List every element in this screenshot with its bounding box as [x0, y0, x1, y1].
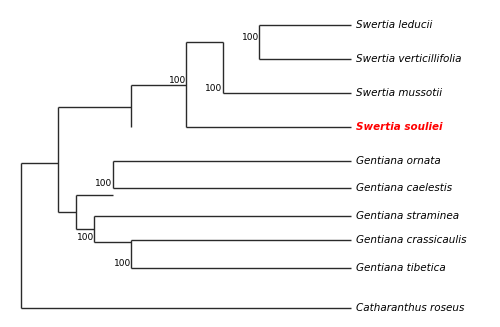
Text: 100: 100 — [96, 180, 112, 188]
Text: 100: 100 — [242, 33, 259, 43]
Text: Gentiana caelestis: Gentiana caelestis — [356, 183, 452, 193]
Text: Gentiana straminea: Gentiana straminea — [356, 211, 460, 221]
Text: Swertia mussotii: Swertia mussotii — [356, 88, 442, 98]
Text: Gentiana ornata: Gentiana ornata — [356, 156, 441, 166]
Text: Gentiana tibetica: Gentiana tibetica — [356, 263, 446, 273]
Text: Swertia verticillifolia: Swertia verticillifolia — [356, 54, 462, 64]
Text: Catharanthus roseus: Catharanthus roseus — [356, 303, 465, 313]
Text: 100: 100 — [114, 259, 131, 267]
Text: 100: 100 — [206, 84, 222, 93]
Text: Swertia leducii: Swertia leducii — [356, 20, 432, 30]
Text: Gentiana crassicaulis: Gentiana crassicaulis — [356, 235, 467, 246]
Text: 100: 100 — [77, 232, 94, 242]
Text: 100: 100 — [168, 76, 186, 85]
Text: Swertia souliei: Swertia souliei — [356, 122, 442, 132]
